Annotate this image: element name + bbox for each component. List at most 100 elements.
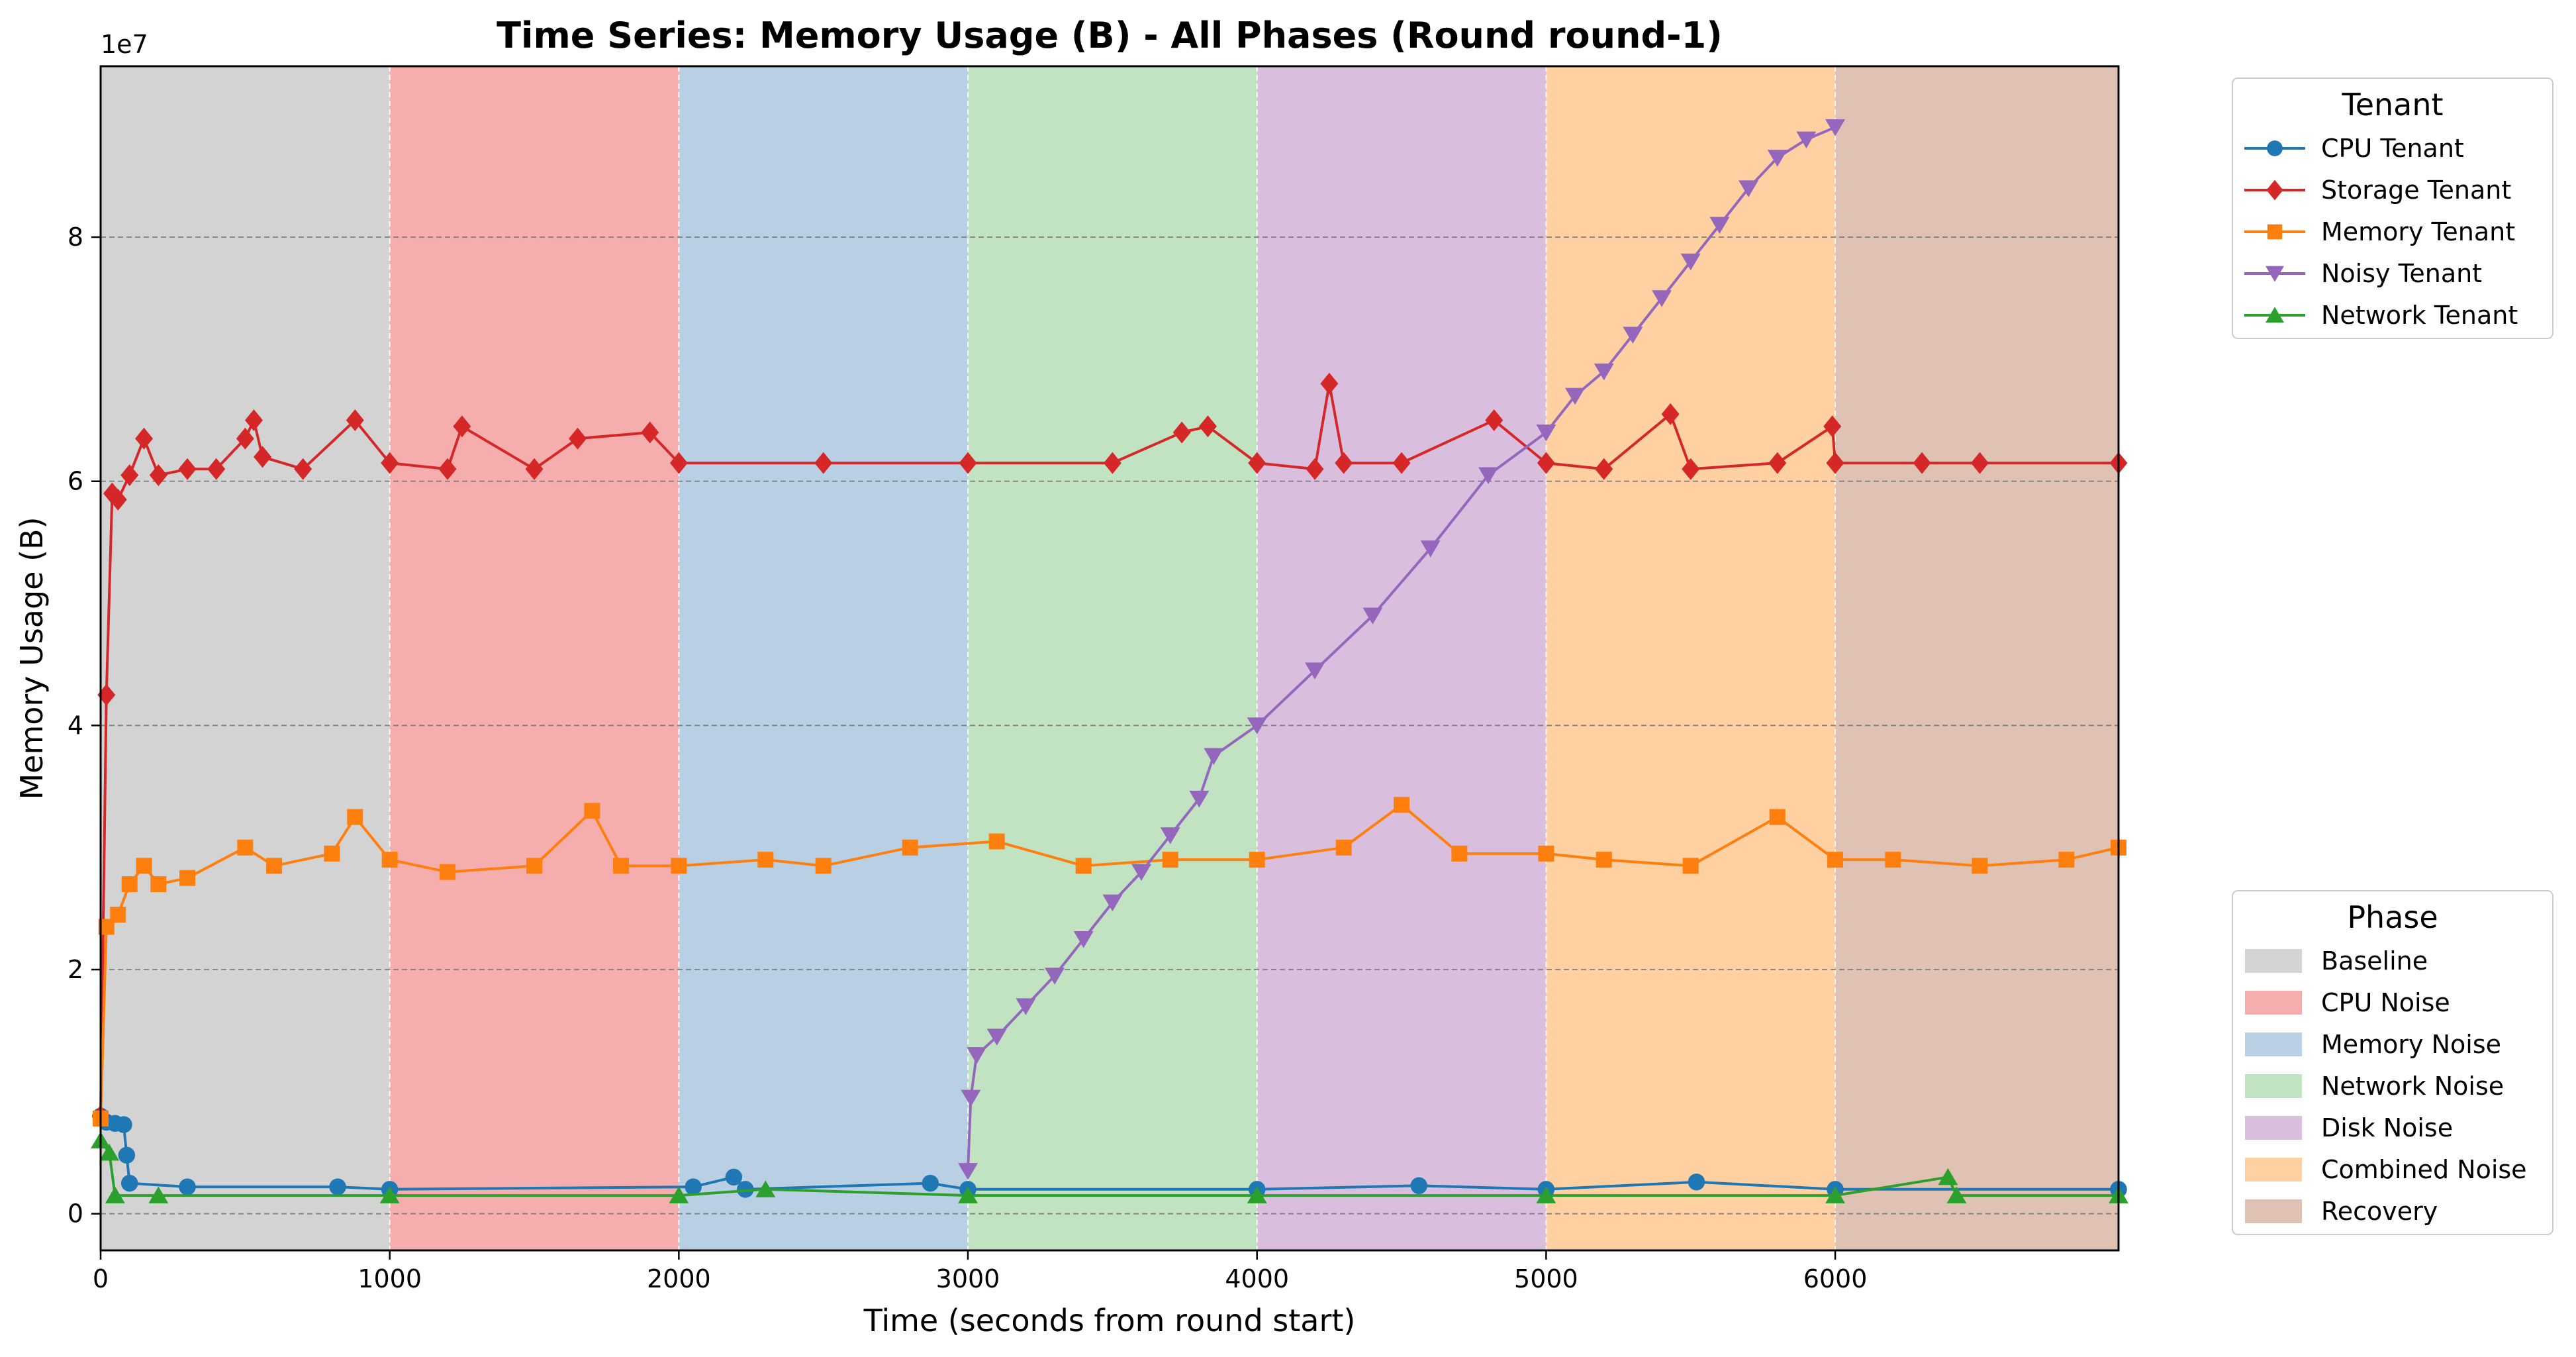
series-2-point-34 xyxy=(2058,852,2075,868)
series-1-point-27 xyxy=(1306,458,1324,480)
x-tick-label-4: 4000 xyxy=(1225,1264,1289,1293)
legend-phase-label-3: Network Noise xyxy=(2321,1072,2504,1101)
legend-phase: Phase Baseline CPU Noise Memory Noise Netwo… xyxy=(2232,890,2553,1235)
series-2-point-10 xyxy=(347,809,363,825)
series-2-point-25 xyxy=(1394,797,1410,813)
legend-tenant-label-0: CPU Tenant xyxy=(2321,134,2464,163)
series-2-point-20 xyxy=(988,833,1005,850)
y-tick-label-3: 6 xyxy=(68,467,83,496)
x-axis-label: Time (seconds from round start) xyxy=(863,1303,1356,1338)
series-4-point-8 xyxy=(1247,1186,1267,1204)
series-4-point-12 xyxy=(1946,1186,1967,1204)
series-0-point-10 xyxy=(725,1168,743,1186)
series-3 xyxy=(958,119,1846,1180)
series-1-point-10 xyxy=(244,409,263,432)
legend-phase-label-5: Combined Noise xyxy=(2321,1155,2527,1184)
series-line-4 xyxy=(99,1139,2119,1197)
series-2-point-19 xyxy=(902,839,918,856)
series-3-point-18 xyxy=(1565,387,1586,405)
axes: 0 1000 2000 3000 4000 5000 6000 0 2 4 6 8 xyxy=(68,223,1868,1293)
series-1-point-11 xyxy=(254,446,272,468)
series-2-point-7 xyxy=(237,839,254,856)
phase-band-5 xyxy=(1546,66,1836,1250)
legend-phase-title: Phase xyxy=(2347,899,2438,935)
series-1-point-18 xyxy=(569,427,587,450)
legend-phase-swatch-0 xyxy=(2245,949,2302,973)
series-2-point-27 xyxy=(1538,845,1554,862)
series-3-point-23 xyxy=(1709,217,1730,234)
series-3-point-7 xyxy=(1102,894,1123,912)
series-3-point-22 xyxy=(1680,253,1701,271)
chart-title: Time Series: Memory Usage (B) - All Phas… xyxy=(497,15,1723,56)
legend-tenant-label-2: Memory Tenant xyxy=(2321,217,2515,246)
series-2-point-30 xyxy=(1769,809,1786,825)
series-1-point-8 xyxy=(207,458,226,480)
series-0-point-6 xyxy=(179,1178,196,1195)
series-0-point-4 xyxy=(118,1146,136,1164)
legend-phase-swatch-5 xyxy=(2245,1158,2302,1181)
series-4 xyxy=(91,1131,2128,1204)
series-layer xyxy=(91,119,2128,1204)
series-3-point-12 xyxy=(1247,717,1267,734)
series-4-point-2 xyxy=(105,1186,125,1204)
series-1-point-6 xyxy=(149,464,167,487)
series-1-point-29 xyxy=(1335,452,1353,474)
series-3-point-26 xyxy=(1796,131,1817,149)
series-1-point-15 xyxy=(438,458,457,480)
x-tick-label-2: 2000 xyxy=(647,1264,711,1293)
series-1-point-14 xyxy=(381,452,399,474)
legend-tenant: Tenant CPU Tenant Storage Tenant Memory Te… xyxy=(2232,77,2553,339)
series-2-point-23 xyxy=(1249,852,1265,868)
phase-band-2 xyxy=(679,66,969,1250)
series-4-point-9 xyxy=(1536,1186,1556,1204)
y-axis-offset-label: 1e7 xyxy=(101,30,148,59)
series-2-point-22 xyxy=(1162,852,1178,868)
series-3-point-15 xyxy=(1420,540,1441,558)
series-3-point-8 xyxy=(1131,864,1152,881)
series-2-point-15 xyxy=(613,858,630,874)
series-1-point-31 xyxy=(1485,409,1503,432)
series-0-point-5 xyxy=(120,1174,138,1192)
series-4-point-6 xyxy=(755,1180,776,1197)
series-2-point-8 xyxy=(266,858,283,874)
x-tick-label-0: 0 xyxy=(93,1264,109,1293)
series-2-point-28 xyxy=(1596,852,1612,868)
legend-tenant-title: Tenant xyxy=(2341,87,2443,123)
series-4-point-5 xyxy=(669,1186,689,1204)
series-0-point-12 xyxy=(922,1174,939,1192)
series-0-point-3 xyxy=(115,1116,132,1133)
series-0-point-15 xyxy=(1410,1177,1427,1195)
series-1-point-7 xyxy=(178,458,197,480)
y-tick-label-0: 0 xyxy=(68,1199,83,1229)
series-2-point-13 xyxy=(526,858,543,874)
series-1-point-35 xyxy=(1682,458,1700,480)
legend-phase-swatch-2 xyxy=(2245,1032,2302,1056)
series-1-point-33 xyxy=(1595,458,1613,480)
phase-band-4 xyxy=(1257,66,1547,1250)
legend-tenant-label-4: Network Tenant xyxy=(2321,301,2518,330)
series-line-3 xyxy=(967,126,1836,1172)
legend-tenant-label-1: Storage Tenant xyxy=(2321,176,2511,205)
series-1-point-5 xyxy=(135,427,154,450)
legend-phase-label-6: Recovery xyxy=(2321,1197,2438,1226)
series-3-point-9 xyxy=(1160,827,1180,844)
legend-tenant-box xyxy=(2232,77,2553,339)
series-1-point-28 xyxy=(1320,372,1339,395)
series-2-point-6 xyxy=(179,870,196,886)
phase-band-0 xyxy=(101,66,390,1250)
series-2-point-12 xyxy=(440,864,456,880)
series-1-point-24 xyxy=(1172,421,1191,444)
series-2-point-1 xyxy=(98,919,115,935)
series-0-point-17 xyxy=(1688,1174,1705,1191)
legend-phase-box xyxy=(2232,890,2553,1235)
series-2-point-14 xyxy=(584,803,600,819)
series-1-point-39 xyxy=(1913,452,1931,474)
series-1-point-16 xyxy=(453,415,471,438)
series-3-point-24 xyxy=(1739,180,1759,197)
series-1-point-38 xyxy=(1826,452,1844,474)
series-2-point-17 xyxy=(757,852,774,868)
series-4-point-10 xyxy=(1825,1186,1846,1204)
legend-tenant-marker-0 xyxy=(2267,140,2283,156)
series-1-point-37 xyxy=(1823,415,1842,438)
